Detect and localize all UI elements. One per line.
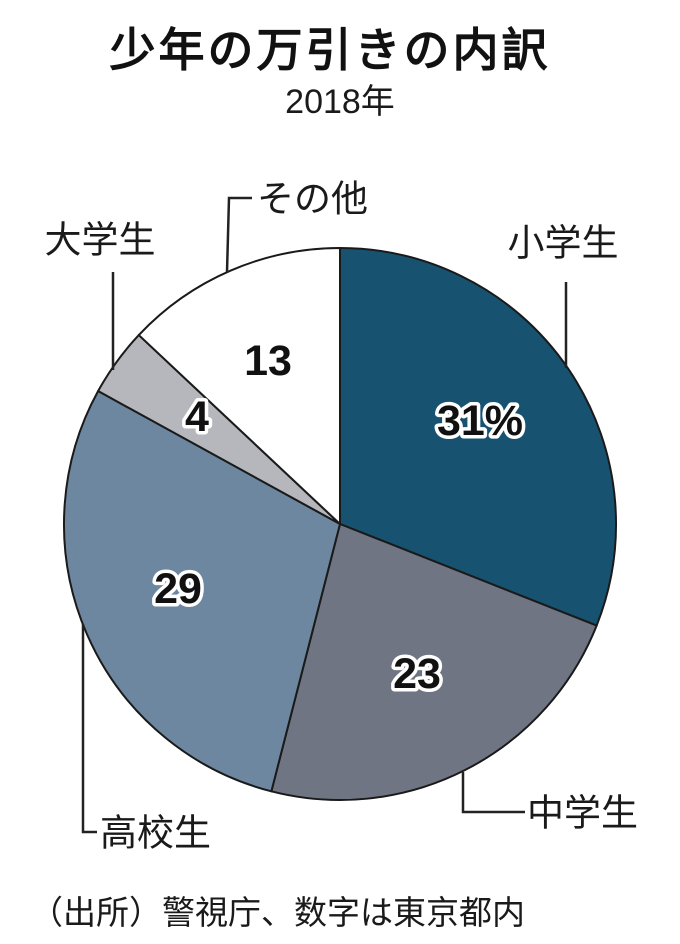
slice-value-sonota: 13 — [244, 337, 292, 385]
pie-slice-1 — [270, 523, 598, 802]
leader-line-chugakusei — [461, 772, 525, 814]
chart-title: 少年の万引きの内訳 — [109, 24, 551, 76]
slice-label-sonota: その他 — [257, 179, 368, 220]
slice-label-chugakusei: 中学生 — [527, 793, 638, 834]
slice-value-daigakusei: 4 — [185, 393, 209, 441]
leader-line-sonota — [225, 196, 252, 273]
slice-label-shogakusei: 小学生 — [508, 223, 619, 264]
pie-slice-2 — [63, 390, 341, 793]
pie-slice-0 — [339, 247, 617, 627]
pie-slice-4 — [137, 247, 341, 525]
slice-label-kokosei: 高校生 — [100, 813, 211, 854]
pie-slices-group — [63, 247, 617, 802]
slice-label-daigakusei: 大学生 — [45, 220, 156, 261]
source-note: （出所）警視庁、数字は東京都内 — [30, 894, 525, 931]
chart-subtitle: 2018年 — [285, 83, 395, 121]
slice-value-kokosei: 29 — [154, 565, 202, 613]
slice-value-shogakusei: 31% — [437, 397, 523, 445]
slice-value-chugakusei: 23 — [393, 650, 441, 698]
leader-line-kokosei — [81, 624, 97, 834]
